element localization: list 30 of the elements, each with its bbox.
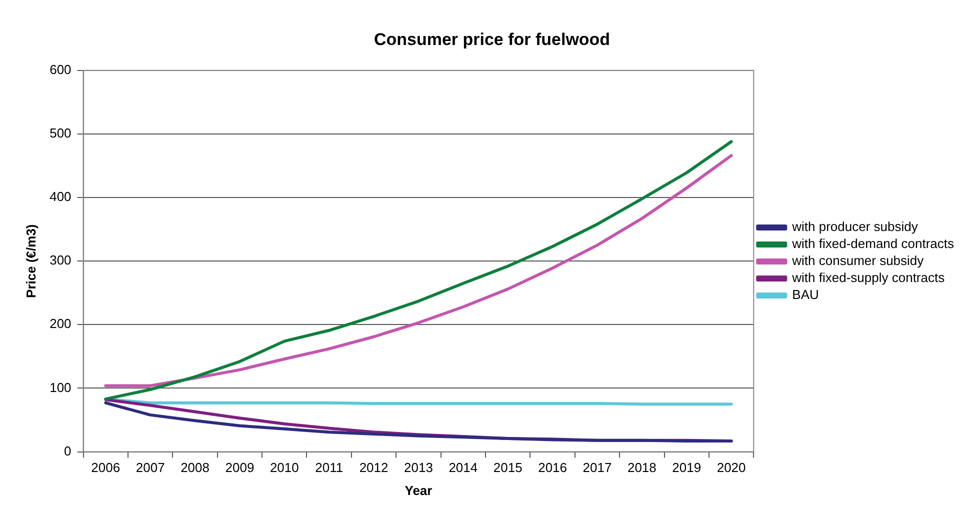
y-tick-label: 400 xyxy=(50,189,72,204)
y-tick-label: 100 xyxy=(50,380,72,395)
y-axis-title: Price (€/m3) xyxy=(23,224,38,298)
x-tick-label: 2016 xyxy=(538,460,567,476)
x-axis-title: Year xyxy=(404,482,432,498)
x-tick-label: 2018 xyxy=(627,460,656,476)
legend-label: with producer subsidy xyxy=(791,219,918,234)
x-tick-label: 2015 xyxy=(493,460,522,476)
x-tick-label: 2012 xyxy=(359,460,388,476)
x-tick-label: 2017 xyxy=(582,460,612,476)
x-tick-label: 2010 xyxy=(270,460,299,476)
legend-label: BAU xyxy=(792,287,819,302)
legend-label: with fixed-demand contracts xyxy=(791,236,954,252)
x-tick-label: 2006 xyxy=(91,460,120,476)
x-tick-label: 2013 xyxy=(404,460,433,476)
x-tick-label: 2008 xyxy=(180,460,210,476)
y-tick-label: 600 xyxy=(50,62,72,77)
legend-label: with fixed-supply contracts xyxy=(791,270,946,286)
y-tick-label: 500 xyxy=(50,126,72,141)
y-tick-label: 300 xyxy=(50,252,72,268)
chart-title: Consumer price for fuelwood xyxy=(374,30,610,49)
x-tick-label: 2007 xyxy=(136,460,165,476)
x-tick-label: 2020 xyxy=(716,460,746,476)
x-tick-label: 2014 xyxy=(448,460,478,476)
x-tick-label: 2011 xyxy=(315,460,344,476)
legend-label: with consumer subsidy xyxy=(791,253,924,268)
x-tick-label: 2009 xyxy=(225,460,254,476)
y-tick-label: 0 xyxy=(64,443,72,458)
x-tick-label: 2019 xyxy=(672,460,702,476)
y-tick-label: 200 xyxy=(50,316,72,332)
